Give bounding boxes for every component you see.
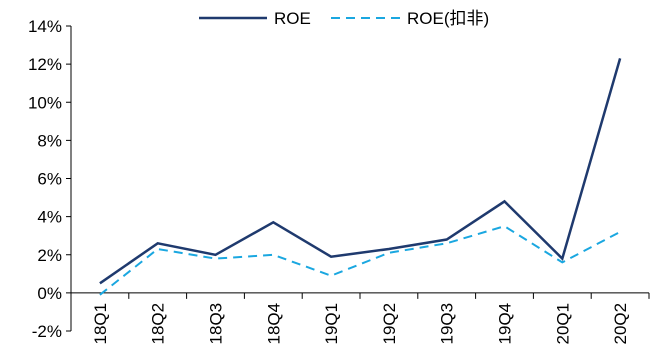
- x-tick-label: 18Q2: [149, 303, 168, 345]
- x-tick-label: 18Q4: [264, 303, 283, 345]
- x-tick-label: 19Q3: [438, 303, 457, 345]
- x-tick-label: 19Q1: [322, 303, 341, 345]
- y-tick-label: 6%: [37, 170, 62, 189]
- x-tick-label: 19Q4: [496, 303, 515, 345]
- legend-label: ROE: [274, 9, 311, 28]
- y-tick-label: 8%: [37, 131, 62, 150]
- x-tick-label: 18Q3: [207, 303, 226, 345]
- y-tick-label: 2%: [37, 246, 62, 265]
- x-tick-label: 18Q1: [91, 303, 110, 345]
- y-tick-label: 4%: [37, 208, 62, 227]
- y-tick-label: 10%: [28, 93, 62, 112]
- legend: ROE ROE(扣非): [199, 9, 489, 28]
- x-tick-label: 20Q2: [611, 303, 630, 345]
- series-line-roe: [99, 58, 622, 285]
- x-tick-label: 20Q1: [553, 303, 572, 345]
- y-tick-label: -2%: [32, 322, 62, 341]
- y-tick-label: 14%: [28, 17, 62, 36]
- series-line-roe-adjusted: [99, 225, 621, 296]
- y-tick-label: 12%: [28, 55, 62, 74]
- legend-label: ROE(扣非): [407, 9, 489, 28]
- x-tick-label: 19Q2: [380, 303, 399, 345]
- axes: -2% 0% 2% 4% 6% 8% 10% 12% 14% 18Q1 18Q2 18Q3 18Q4 19…: [28, 17, 650, 345]
- series-layer: [99, 58, 622, 296]
- y-tick-label: 0%: [37, 284, 62, 303]
